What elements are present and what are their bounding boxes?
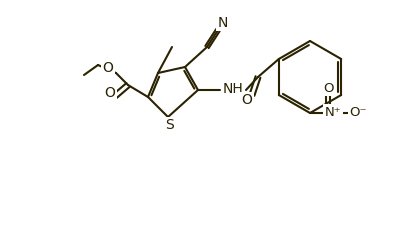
- Text: O⁻: O⁻: [349, 107, 367, 120]
- Text: N: N: [218, 16, 228, 30]
- Text: S: S: [165, 118, 174, 132]
- Text: NH: NH: [222, 82, 243, 96]
- Text: O: O: [323, 82, 333, 95]
- Text: O: O: [103, 61, 113, 75]
- Text: O: O: [105, 86, 115, 100]
- Text: O: O: [242, 93, 252, 107]
- Text: N⁺: N⁺: [325, 106, 341, 119]
